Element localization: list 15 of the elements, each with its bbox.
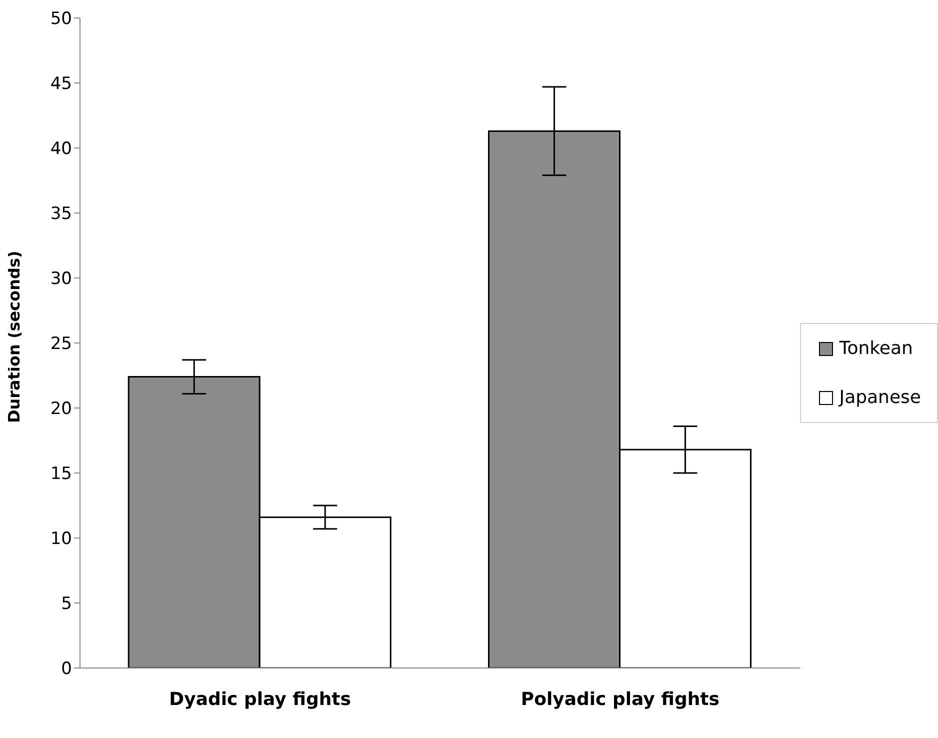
y-tick-label: 0 bbox=[61, 659, 72, 680]
x-tick-label: Dyadic play fights bbox=[169, 688, 351, 710]
y-tick-label: 5 bbox=[61, 594, 72, 614]
y-tick-label: 50 bbox=[50, 9, 72, 30]
y-tick-label: 10 bbox=[50, 529, 72, 550]
legend-label: Tonkean bbox=[839, 338, 913, 359]
legend-label: Japanese bbox=[839, 387, 921, 408]
x-tick-label: Polyadic play fights bbox=[520, 688, 720, 710]
y-tick-label: 30 bbox=[50, 269, 72, 290]
y-tick-label: 25 bbox=[50, 334, 72, 354]
y-tick-label: 20 bbox=[50, 399, 72, 420]
y-tick-label: 45 bbox=[50, 74, 72, 94]
y-tick-label: 40 bbox=[50, 139, 72, 160]
y-tick-label: 35 bbox=[50, 204, 72, 224]
y-tick-label: 15 bbox=[50, 464, 72, 484]
